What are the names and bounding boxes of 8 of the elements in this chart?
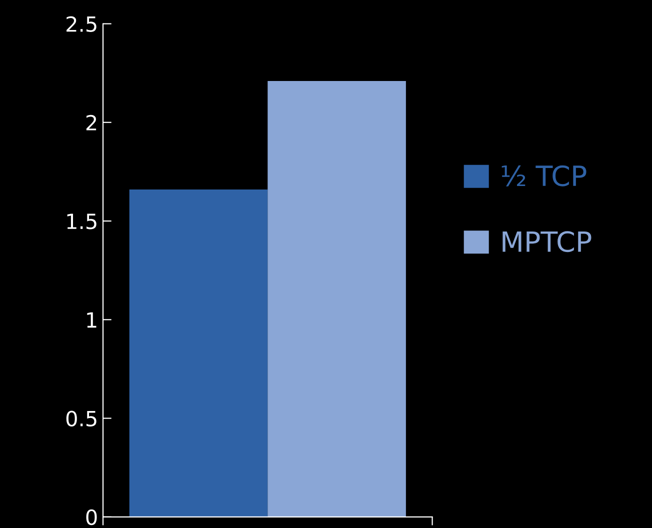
y-tick-label: 0.5 [66,410,96,426]
y-tick-label: 2.5 [66,16,96,32]
y-tick-label: 0 [86,509,97,526]
y-tick-label: 2 [86,114,96,130]
legend-label: MPTCP [502,231,592,252]
y-tick-label: 1.5 [67,214,96,230]
legend-label: ½ TCP [502,165,586,186]
y-tick-label: 1 [87,312,96,328]
